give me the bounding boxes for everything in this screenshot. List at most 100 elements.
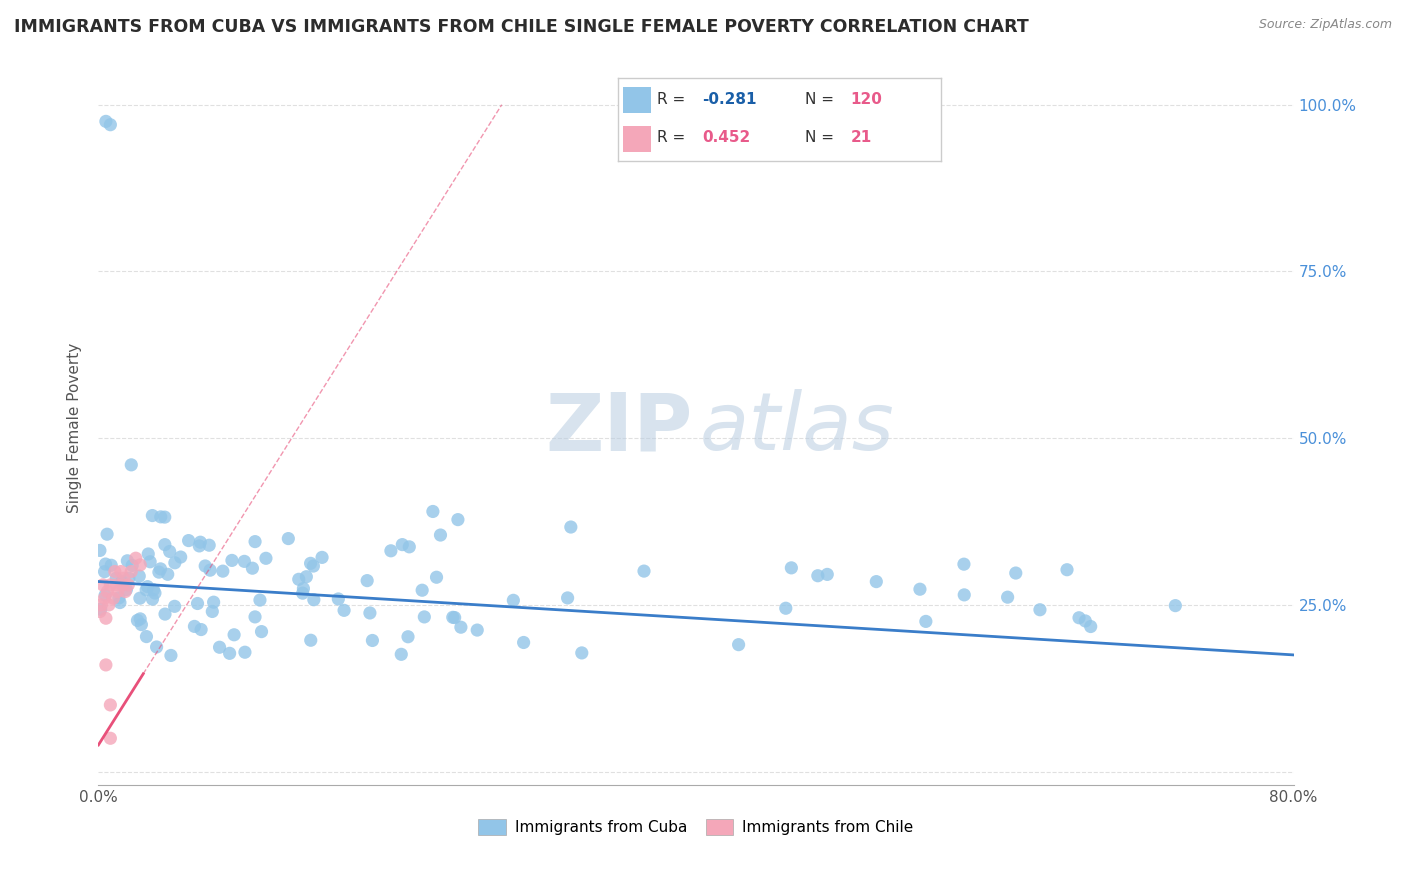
Point bbox=[98, 698, 122, 712]
Point bbox=[141, 508, 163, 523]
Point bbox=[502, 593, 524, 607]
Point bbox=[110, 565, 132, 579]
Point bbox=[512, 635, 534, 649]
Point bbox=[139, 555, 162, 569]
Point bbox=[815, 567, 838, 582]
Point bbox=[1080, 619, 1102, 633]
Point bbox=[413, 610, 436, 624]
Point bbox=[411, 583, 433, 598]
Point bbox=[249, 593, 271, 607]
Point bbox=[302, 592, 325, 607]
Text: Source: ZipAtlas.com: Source: ZipAtlas.com bbox=[1258, 18, 1392, 31]
Point bbox=[250, 624, 273, 639]
Point bbox=[118, 571, 141, 585]
Point bbox=[356, 574, 378, 588]
Point bbox=[557, 591, 579, 605]
Point bbox=[108, 591, 131, 605]
Point bbox=[91, 578, 114, 592]
Point bbox=[361, 633, 384, 648]
Point bbox=[107, 584, 129, 599]
Text: IMMIGRANTS FROM CUBA VS IMMIGRANTS FROM CHILE SINGLE FEMALE POVERTY CORRELATION : IMMIGRANTS FROM CUBA VS IMMIGRANTS FROM … bbox=[14, 18, 1029, 36]
Point bbox=[129, 558, 152, 572]
Point bbox=[202, 595, 225, 609]
Point bbox=[441, 610, 464, 624]
Point bbox=[1029, 603, 1052, 617]
Point bbox=[328, 591, 350, 606]
Point bbox=[104, 565, 127, 579]
Point bbox=[311, 550, 333, 565]
Point bbox=[233, 645, 256, 659]
Point bbox=[136, 547, 159, 561]
Point bbox=[98, 118, 122, 132]
Point bbox=[103, 591, 125, 606]
Point bbox=[136, 580, 159, 594]
Point bbox=[287, 572, 309, 586]
Point bbox=[141, 592, 163, 607]
Point bbox=[105, 571, 128, 585]
Point bbox=[218, 646, 240, 660]
Point bbox=[1164, 599, 1187, 613]
Point bbox=[127, 614, 149, 628]
Point bbox=[398, 540, 420, 554]
Point bbox=[953, 557, 976, 571]
Point bbox=[98, 731, 122, 746]
Point bbox=[443, 610, 465, 624]
Point bbox=[243, 534, 266, 549]
Point bbox=[221, 553, 243, 567]
Point bbox=[447, 513, 470, 527]
Point bbox=[90, 602, 112, 616]
Point bbox=[111, 574, 134, 589]
Point bbox=[295, 570, 318, 584]
Point bbox=[425, 570, 447, 584]
Point bbox=[163, 556, 186, 570]
Point bbox=[156, 567, 179, 582]
Point bbox=[465, 623, 488, 637]
Point bbox=[727, 638, 749, 652]
Point bbox=[89, 543, 111, 558]
Point bbox=[97, 598, 120, 612]
Point bbox=[188, 535, 211, 549]
Point bbox=[89, 605, 111, 619]
Point bbox=[94, 114, 117, 128]
Point bbox=[224, 628, 246, 642]
Point bbox=[560, 520, 582, 534]
Point bbox=[117, 578, 139, 592]
Point bbox=[145, 640, 167, 654]
Point bbox=[96, 527, 118, 541]
Point bbox=[915, 615, 938, 629]
Text: atlas: atlas bbox=[700, 389, 894, 467]
Point bbox=[117, 554, 139, 568]
Point bbox=[160, 648, 183, 663]
Point bbox=[571, 646, 593, 660]
Point bbox=[299, 557, 322, 571]
Point bbox=[111, 578, 134, 592]
Point bbox=[93, 591, 115, 606]
Legend: Immigrants from Cuba, Immigrants from Chile: Immigrants from Cuba, Immigrants from Ch… bbox=[472, 814, 920, 841]
Point bbox=[115, 582, 138, 597]
Point bbox=[243, 610, 266, 624]
Point bbox=[292, 582, 315, 596]
Point bbox=[143, 586, 166, 600]
Point bbox=[1004, 566, 1026, 580]
Point bbox=[198, 538, 221, 552]
Point bbox=[254, 551, 277, 566]
Point bbox=[93, 565, 115, 579]
Point bbox=[807, 568, 830, 582]
Point bbox=[242, 561, 264, 575]
Point bbox=[159, 544, 181, 558]
Point bbox=[291, 586, 314, 600]
Point bbox=[94, 557, 117, 571]
Point bbox=[90, 598, 112, 612]
Point bbox=[149, 562, 172, 576]
Point bbox=[633, 564, 655, 578]
Point bbox=[186, 597, 208, 611]
Point bbox=[148, 565, 170, 579]
Point bbox=[208, 640, 231, 655]
Point bbox=[780, 561, 803, 575]
Point bbox=[1067, 611, 1090, 625]
Point bbox=[153, 510, 176, 524]
Point bbox=[380, 543, 402, 558]
Y-axis label: Single Female Poverty: Single Female Poverty bbox=[67, 343, 83, 513]
Point bbox=[302, 559, 325, 574]
Point bbox=[120, 565, 142, 579]
